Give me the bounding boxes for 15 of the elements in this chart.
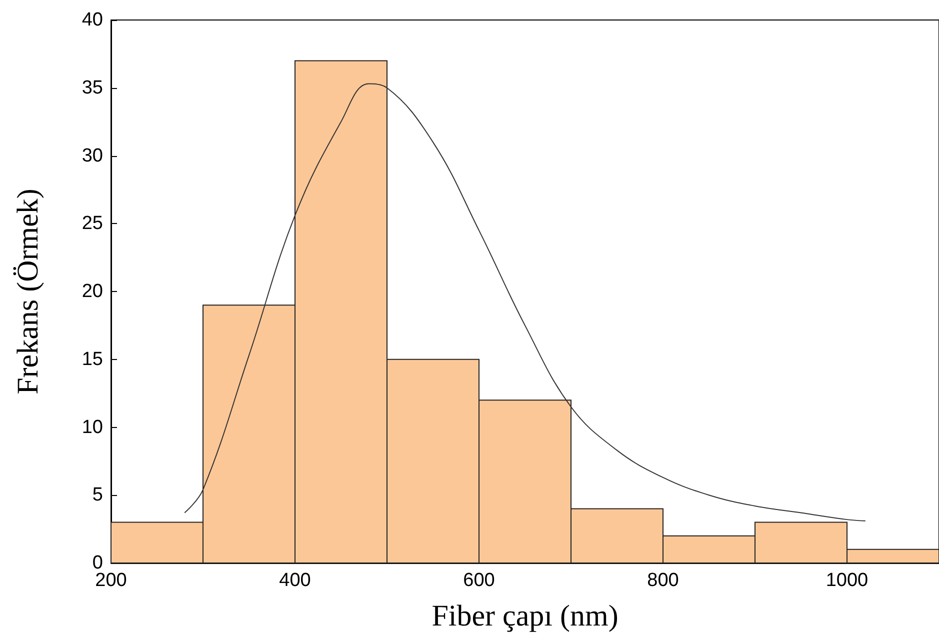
x-tick-label: 1000: [826, 570, 868, 591]
y-axis-title: Frekans (Örmek): [12, 188, 44, 394]
y-tick-label: 5: [92, 484, 103, 506]
x-tick-label: 400: [279, 570, 311, 591]
y-tick-label: 40: [82, 10, 103, 30]
y-tick-label: 35: [82, 77, 103, 98]
y-tick-label: 30: [82, 145, 103, 166]
x-tick-label: 800: [647, 570, 679, 591]
y-tick-label: 20: [82, 281, 103, 302]
y-tick-label: 25: [82, 213, 103, 234]
x-axis-title: Fiber çapı (nm): [432, 600, 618, 632]
y-tick-label: 10: [82, 416, 103, 438]
y-tick-label: 15: [82, 348, 103, 370]
x-tick-label: 600: [463, 570, 495, 591]
line-series: [184, 83, 866, 522]
